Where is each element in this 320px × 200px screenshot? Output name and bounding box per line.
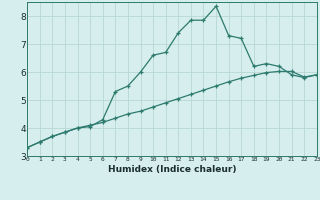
- X-axis label: Humidex (Indice chaleur): Humidex (Indice chaleur): [108, 165, 236, 174]
